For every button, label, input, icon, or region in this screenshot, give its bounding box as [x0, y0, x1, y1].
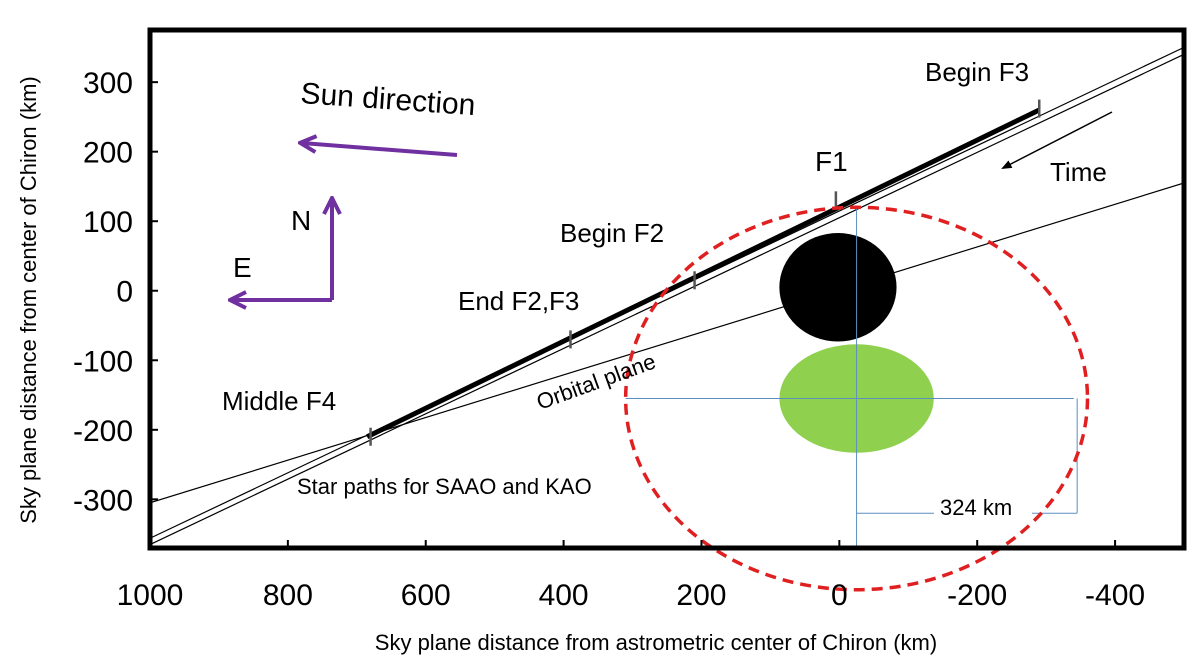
- y-tick-label: -300: [73, 484, 133, 517]
- y-tick-label: -100: [73, 345, 133, 378]
- y-axis: 300 200 100 0 -100 -200 -300: [73, 67, 158, 517]
- radius-label: 324 km: [940, 495, 1012, 520]
- x-tick-label: 400: [539, 579, 589, 612]
- x-tick-label: -200: [947, 579, 1007, 612]
- orbital-plane-label: Orbital plane: [533, 349, 659, 415]
- x-tick-label: 800: [263, 579, 313, 612]
- orbital-plane-line: [150, 182, 1184, 504]
- begin-f2-label: Begin F2: [560, 218, 664, 248]
- chiron-body: [779, 233, 897, 342]
- end-f2-f3-label: End F2,F3: [458, 286, 579, 316]
- star-paths-label: Star paths for SAAO and KAO: [297, 474, 592, 499]
- east-label: E: [233, 252, 252, 283]
- x-tick-label: -400: [1085, 579, 1145, 612]
- time-label: Time: [1050, 157, 1107, 187]
- x-axis: 1000 800 600 400 200 0 -200 -400: [117, 540, 1145, 612]
- occultation-chord: [366, 107, 1041, 439]
- x-tick-label: 1000: [117, 579, 184, 612]
- dashed-circle: [623, 205, 1090, 592]
- x-axis-title: Sky plane distance from astrometric cent…: [375, 630, 937, 655]
- y-tick-label: 200: [83, 137, 133, 170]
- middle-f4-label: Middle F4: [222, 386, 336, 416]
- y-tick-label: 300: [83, 67, 133, 100]
- x-tick-label: 200: [676, 579, 726, 612]
- chord-ticks: [369, 99, 1041, 446]
- y-tick-label: 100: [83, 206, 133, 239]
- y-axis-title: Sky plane distance from center of Chiron…: [16, 76, 41, 524]
- sun-direction-arrow: [302, 143, 458, 157]
- x-tick-label: 600: [401, 579, 451, 612]
- plot-frame: [147, 27, 1187, 551]
- time-arrow: [1001, 111, 1113, 169]
- sun-direction-label: Sun direction: [300, 77, 477, 122]
- begin-f3-label: Begin F3: [925, 57, 1029, 87]
- y-tick-label: 0: [116, 276, 133, 309]
- plot-area: [150, 46, 1184, 548]
- f1-label: F1: [815, 146, 848, 177]
- star-path-line: [150, 53, 1184, 546]
- north-label: N: [291, 205, 311, 236]
- x-tick-label: 0: [831, 579, 848, 612]
- radius-label-background: [934, 494, 1032, 522]
- y-tick-label: -200: [73, 415, 133, 448]
